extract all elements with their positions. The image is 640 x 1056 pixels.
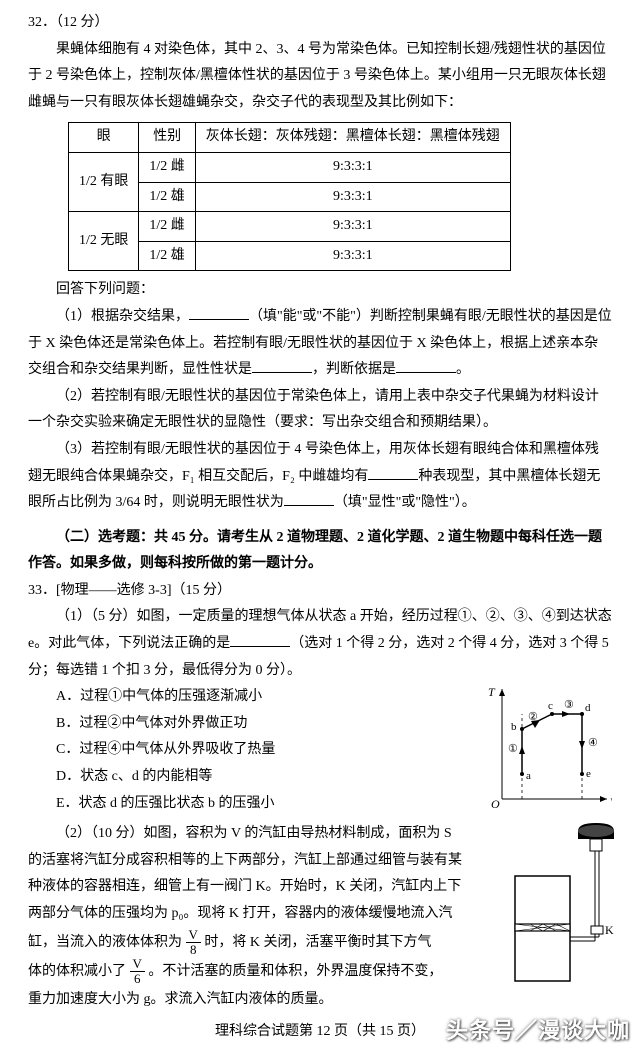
q33-part1-body: A．过程①中气体的压强逐渐减小 B．过程②中气体对外界做正功 C．过程④中气体从… — [28, 684, 612, 817]
table-row: 1/2 无眼 1/2 雌 9:3:3:1 — [69, 212, 511, 242]
q33-options: A．过程①中气体的压强逐渐减小 B．过程②中气体对外界做正功 C．过程④中气体从… — [28, 684, 468, 817]
q32-header: 32．（12 分） — [28, 10, 612, 37]
th-sex: 性别 — [139, 123, 195, 153]
th-ratio: 灰体长翅：灰体残翅：黑檀体长翅：黑檀体残翅 — [195, 123, 510, 153]
svg-text:c: c — [548, 700, 553, 712]
svg-text:O: O — [491, 797, 500, 811]
option-c: C．过程④中气体从外界吸收了热量 — [28, 737, 468, 764]
fraction-v8: V8 — [186, 928, 201, 958]
axis-v: V — [610, 795, 612, 809]
table-header-row: 眼 性别 灰体长翅：灰体残翅：黑檀体长翅：黑檀体残翅 — [69, 123, 511, 153]
svg-text:a: a — [526, 770, 531, 782]
text: 。不计活塞的质量和体积，外界温度保持不变， — [148, 964, 442, 979]
q32-table: 眼 性别 灰体长翅：灰体残翅：黑檀体长翅：黑檀体残翅 1/2 有眼 1/2 雌 … — [68, 122, 511, 271]
watermark: 头条号／漫谈大咖 — [446, 1010, 630, 1052]
text: 缸，当流入的液体体积为 — [28, 935, 182, 950]
q33-part2-body: （2）（10 分）如图，容积为 V 的汽缸由导热材料制成，面积为 S 的活塞将汽… — [28, 821, 612, 1013]
th-eye: 眼 — [69, 123, 139, 153]
q33-part2-text: （2）（10 分）如图，容积为 V 的汽缸由导热材料制成，面积为 S 的活塞将汽… — [28, 821, 468, 1013]
text: ，判断依据是 — [312, 362, 396, 377]
cell-ratio: 9:3:3:1 — [195, 182, 510, 212]
svg-text:d: d — [585, 702, 591, 714]
valve-k-label: K — [605, 923, 614, 937]
blank-fill — [230, 633, 290, 647]
blank-fill — [252, 359, 312, 373]
blank-fill — [284, 492, 334, 506]
tv-diagram: V T O — [482, 684, 612, 814]
q33-part1: （1）（5 分）如图，一定质量的理想气体从状态 a 开始，经历过程①、②、③、④… — [28, 604, 612, 684]
cell-eye: 1/2 无眼 — [69, 212, 139, 271]
text: 体的体积减小了 — [28, 964, 126, 979]
text: （1）根据杂交结果， — [56, 309, 189, 324]
cell-sex: 1/2 雌 — [139, 152, 195, 182]
text: 时，将 K 关闭，活塞平衡时其下方气 — [204, 935, 431, 950]
cell-ratio: 9:3:3:1 — [195, 241, 510, 271]
cell-sex: 1/2 雄 — [139, 241, 195, 271]
svg-text:④: ④ — [588, 737, 598, 749]
blank-fill — [368, 466, 418, 480]
table-row: 1/2 有眼 1/2 雌 9:3:3:1 — [69, 152, 511, 182]
text: （2）（10 分）如图，容积为 V 的汽缸由导热材料制成，面积为 S 的活塞将汽… — [28, 821, 468, 927]
cell-sex: 1/2 雄 — [139, 182, 195, 212]
blank-fill — [396, 359, 456, 373]
q32-sub3: （3）若控制有眼/无眼性状的基因位于 4 号染色体上，用灰体长翅有眼纯合体和黑檀… — [28, 437, 612, 517]
q32-sub1: （1）根据杂交结果，（填"能"或"不能"）判断控制果蝇有眼/无眼性状的基因是位于… — [28, 304, 612, 384]
question-33: 33．[物理——选修 3-3]（15 分） （1）（5 分）如图，一定质量的理想… — [28, 578, 612, 1014]
cell-ratio: 9:3:3:1 — [195, 152, 510, 182]
svg-text:b: b — [511, 721, 517, 733]
text-line: 缸，当流入的液体体积为 V8 时，将 K 关闭，活塞平衡时其下方气 — [28, 928, 468, 958]
q33-header: 33．[物理——选修 3-3]（15 分） — [28, 578, 612, 605]
option-e: E．状态 d 的压强比状态 b 的压强小 — [28, 791, 468, 818]
option-a: A．过程①中气体的压强逐渐减小 — [28, 684, 468, 711]
svg-text:③: ③ — [564, 699, 574, 711]
blank-fill — [189, 306, 249, 320]
fraction-v6: V6 — [130, 957, 145, 987]
option-b: B．过程②中气体对外界做正功 — [28, 711, 468, 738]
section2-title: （二）选考题：共 45 分。请考生从 2 道物理题、2 道化学题、2 道生物题中… — [28, 525, 612, 578]
cylinder-diagram: K — [500, 821, 620, 986]
q32-sub2: （2）若控制有眼/无眼性状的基因位于常染色体上，请用上表中杂交子代果蝇为材料设计… — [28, 384, 612, 437]
svg-text:e: e — [586, 768, 591, 780]
cell-eye: 1/2 有眼 — [69, 152, 139, 211]
text-line: 体的体积减小了 V6 。不计活塞的质量和体积，外界温度保持不变， — [28, 957, 468, 987]
cell-ratio: 9:3:3:1 — [195, 212, 510, 242]
cell-sex: 1/2 雌 — [139, 212, 195, 242]
text: （填"显性"或"隐性"）。 — [334, 495, 476, 510]
q32-prompt: 回答下列问题： — [28, 277, 612, 304]
text: 。 — [456, 362, 470, 377]
axis-t: T — [488, 685, 496, 699]
q32-intro: 果蝇体细胞有 4 对染色体，其中 2、3、4 号为常染色体。已知控制长翅/残翅性… — [28, 37, 612, 117]
svg-text:①: ① — [508, 743, 518, 755]
option-d: D．状态 c、d 的内能相等 — [28, 764, 468, 791]
text-line: 重力加速度大小为 g。求流入汽缸内液体的质量。 — [28, 987, 468, 1014]
question-32: 32．（12 分） 果蝇体细胞有 4 对染色体，其中 2、3、4 号为常染色体。… — [28, 10, 612, 517]
svg-text:②: ② — [528, 711, 538, 723]
